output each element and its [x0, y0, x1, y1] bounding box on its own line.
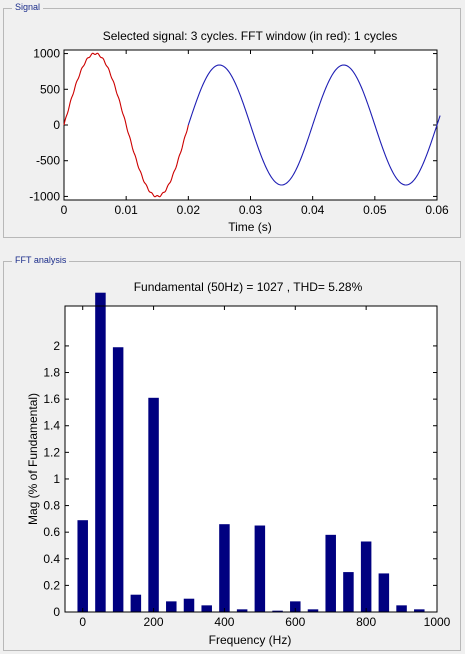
- signal-fft-window-line: [63, 52, 189, 198]
- fft-ticks: 0 200 400 600 800 1000 0 0.2 0.4 0.6 0.8 1 1.2 1.4 1.6…: [43, 306, 451, 629]
- fft-ytick-label: 0.6: [43, 525, 60, 539]
- fft-ytick-label: 1.6: [43, 392, 60, 406]
- signal-xtick-label: 0.03: [239, 203, 263, 217]
- fft-bar: [325, 534, 336, 612]
- fft-ytick-label: 1.4: [43, 419, 60, 433]
- fft-bar: [307, 609, 319, 612]
- fft-xtick-label: 600: [285, 615, 305, 629]
- fft-bar: [272, 610, 283, 612]
- signal-xtick-label: 0: [61, 203, 68, 217]
- fft-bar: [148, 397, 159, 612]
- fft-ytick-label: 0.8: [43, 499, 60, 513]
- fft-bar: [95, 292, 106, 612]
- signal-remaining-line: [187, 64, 441, 186]
- fft-bar: [183, 598, 195, 612]
- fft-bar: [166, 601, 177, 612]
- signal-lines: [63, 52, 441, 198]
- fft-chart: Fundamental (50Hz) = 1027 , THD= 5.28% 0…: [26, 280, 451, 647]
- fft-plot-area: [65, 306, 437, 612]
- fft-plot-border: [64, 305, 438, 613]
- signal-xtick-label: 0.02: [177, 203, 201, 217]
- signal-xtick-label: 0.05: [363, 203, 387, 217]
- signal-ytick-label: 0: [53, 118, 60, 132]
- signal-ytick-label: 1000: [33, 47, 60, 61]
- signal-xlabel: Time (s): [228, 220, 272, 234]
- fft-ytick-label: 1.8: [43, 366, 60, 380]
- fft-bar: [396, 605, 407, 612]
- fft-panel: FFT analysis: [3, 255, 461, 651]
- signal-xtick-label: 0.06: [425, 203, 449, 217]
- fft-bar: [360, 541, 372, 612]
- fft-xtick-label: 400: [214, 615, 234, 629]
- signal-ytick-label: -500: [36, 154, 60, 168]
- signal-chart: Selected signal: 3 cycles. FFT window (i…: [29, 29, 449, 234]
- fft-bars: [77, 292, 425, 612]
- fft-bar: [254, 525, 266, 612]
- fft-bar: [130, 594, 142, 612]
- fft-bar: [201, 605, 212, 612]
- fft-xtick-label: 0: [79, 615, 86, 629]
- fft-xtick-label: 1000: [424, 615, 451, 629]
- signal-xtick-label: 0.04: [301, 203, 325, 217]
- fft-bar: [219, 524, 230, 612]
- fft-xtick-label: 800: [356, 615, 376, 629]
- fft-ytick-label: 2: [53, 339, 60, 353]
- fft-bar: [236, 609, 248, 612]
- fft-ytick-label: 1.2: [43, 445, 60, 459]
- fft-bar: [378, 573, 390, 612]
- fft-bar: [112, 347, 124, 612]
- signal-chart-title: Selected signal: 3 cycles. FFT window (i…: [103, 29, 398, 43]
- fft-ylabel: Mag (% of Fundamental): [26, 393, 40, 525]
- fft-bar: [290, 601, 301, 612]
- fft-chart-title: Fundamental (50Hz) = 1027 , THD= 5.28%: [134, 280, 363, 294]
- fft-xlabel: Frequency (Hz): [209, 633, 292, 647]
- signal-ticks: 0 0.01 0.02 0.03 0.04 0.05 0.06 -1000 -500 0 500 10…: [29, 47, 449, 217]
- fft-bar: [414, 609, 425, 612]
- signal-ytick-label: -1000: [29, 189, 60, 203]
- fft-ytick-label: 0: [53, 605, 60, 619]
- fft-xtick-label: 200: [144, 615, 164, 629]
- fft-ytick-label: 0.4: [43, 552, 60, 566]
- signal-panel-title: Signal: [12, 2, 44, 12]
- signal-xtick-label: 0.01: [114, 203, 138, 217]
- fft-bar: [343, 572, 354, 612]
- fft-bar: [77, 520, 88, 612]
- fft-panel-title: FFT analysis: [12, 255, 70, 265]
- fft-ytick-label: 1: [53, 472, 60, 486]
- signal-ytick-label: 500: [40, 82, 60, 96]
- signal-panel: Signal: [3, 2, 461, 238]
- fft-ytick-label: 0.2: [43, 578, 60, 592]
